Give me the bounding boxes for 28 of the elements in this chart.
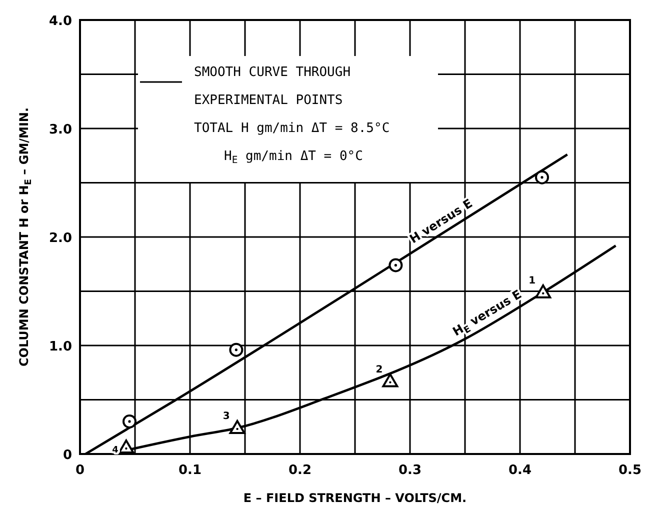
y-tick-label: 1.0 [48, 340, 72, 354]
point [122, 414, 136, 428]
y-tick-label: 3.0 [48, 122, 72, 138]
y-tick-label: 4.0 [48, 14, 72, 29]
point [118, 439, 134, 454]
point [229, 342, 244, 357]
annotation: 3 [222, 410, 230, 422]
annotation: SMOOTH CURVE THROUGH [194, 65, 351, 80]
annotation: EXPERIMENTAL POINTS [194, 93, 343, 108]
x-axis-title: E – FIELD STRENGTH – VOLTS/CM. [243, 491, 467, 505]
x-tick-label: 0.1 [178, 463, 202, 478]
annotation: 1 [528, 275, 536, 286]
x-tick-label: 0 [75, 463, 85, 478]
annotation: 4 [112, 445, 118, 456]
x-tick-label: 0.5 [618, 463, 642, 478]
point [388, 258, 403, 272]
y-tick-label: 2.0 [48, 231, 72, 246]
annotation: TOTAL H gm/min ΔT = 8.5°C [194, 121, 390, 136]
annotation: H$_{E}$ gm/min ΔT = 0°C [224, 149, 363, 166]
x-tick-label: 0.4 [508, 463, 532, 478]
point [535, 284, 552, 298]
point [535, 170, 549, 184]
x-tick-label: 0.2 [288, 463, 312, 478]
point [229, 420, 246, 434]
x-tick-label: 0.3 [398, 463, 422, 478]
annotation: 2 [376, 364, 383, 376]
y-tick-label: 0 [62, 448, 72, 463]
point [382, 373, 398, 388]
